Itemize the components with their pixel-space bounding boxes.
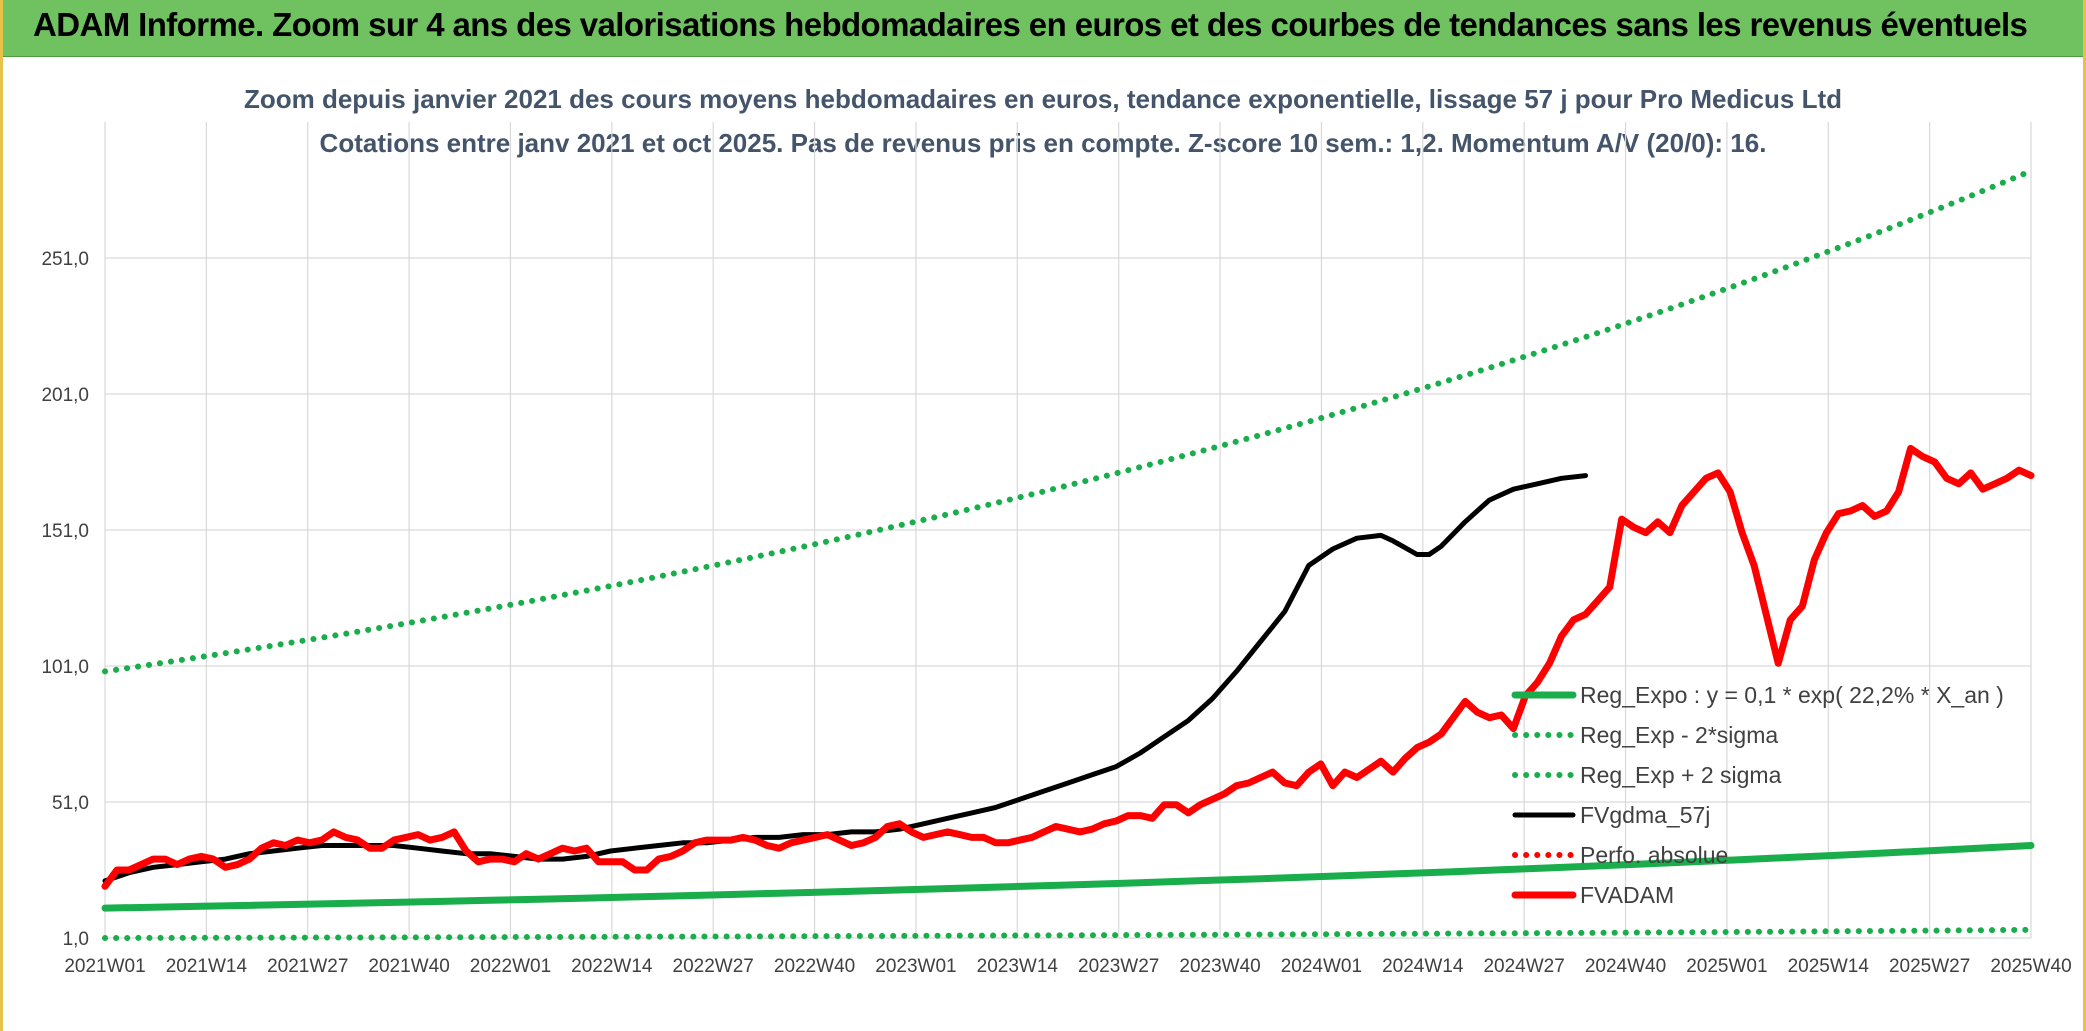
legend-label: FVgdma_57j — [1580, 802, 1710, 828]
axis-layer: 1,0 51,0 101,0 151,0 201,0 251,0 2021W01 2021W1… — [41, 249, 2071, 977]
grid-layer — [104, 122, 2032, 939]
x-tick-label: 2024W27 — [1483, 956, 1564, 977]
x-tick-label: 2025W14 — [1788, 956, 1870, 977]
series-line-fvgdma_57j — [102, 473, 1589, 884]
legend-label: Reg_Exp + 2 sigma — [1580, 762, 1782, 788]
x-tick-label: 2024W14 — [1382, 956, 1464, 977]
chart-svg: Zoom depuis janvier 2021 des cours moyen… — [41, 84, 2071, 977]
x-tick-label: 2022W40 — [774, 956, 855, 977]
x-tick-label: 2021W27 — [267, 956, 348, 977]
x-tick-label: 2023W14 — [977, 956, 1059, 977]
banner: ADAM Informe. Zoom sur 4 ans des valoris… — [3, 0, 2083, 57]
x-tick-label: 2022W14 — [571, 956, 653, 977]
chart-subtitle: Cotations entre janv 2021 et oct 2025. P… — [320, 128, 1767, 158]
y-tick-label: 251,0 — [41, 249, 89, 270]
x-tick-label: 2023W01 — [875, 956, 956, 977]
legend-label: Reg_Expo : y = 0,1 * exp( 22,2% * X_an ) — [1580, 682, 2004, 708]
legend-label: Perfo. absolue — [1580, 842, 1728, 868]
y-tick-label: 1,0 — [63, 929, 89, 950]
x-tick-label: 2025W01 — [1686, 956, 1767, 977]
series-line-reg_exp — [102, 168, 2034, 675]
banner-title: ADAM Informe. Zoom sur 4 ans des valoris… — [33, 6, 2028, 43]
y-tick-label: 151,0 — [41, 521, 89, 542]
x-tick-label: 2022W01 — [470, 956, 551, 977]
x-tick-label: 2021W01 — [64, 956, 145, 977]
legend-label: FVADAM — [1580, 882, 1674, 908]
x-tick-label: 2023W27 — [1078, 956, 1159, 977]
legend: Reg_Expo : y = 0,1 * exp( 22,2% * X_an )… — [1511, 682, 2004, 908]
x-tick-label: 2023W40 — [1179, 956, 1260, 977]
chart-title: Zoom depuis janvier 2021 des cours moyen… — [244, 84, 1842, 114]
x-tick-label: 2024W01 — [1281, 956, 1362, 977]
y-tick-label: 51,0 — [52, 793, 89, 814]
series-line-reg_expo — [101, 842, 2035, 912]
x-tick-label: 2024W40 — [1585, 956, 1666, 977]
x-tick-label: 2025W27 — [1889, 956, 1970, 977]
x-tick-label: 2021W40 — [368, 956, 449, 977]
series-line-fvadam — [101, 444, 2035, 890]
x-tick-label: 2025W40 — [1990, 956, 2071, 977]
y-tick-label: 201,0 — [41, 385, 89, 406]
series-layer — [101, 168, 2035, 941]
legend-label: Reg_Exp - 2*sigma — [1580, 722, 1778, 748]
x-tick-label: 2022W27 — [673, 956, 754, 977]
series-line-reg_exp — [102, 926, 2034, 941]
y-tick-label: 101,0 — [41, 657, 89, 678]
x-tick-label: 2021W14 — [166, 956, 248, 977]
